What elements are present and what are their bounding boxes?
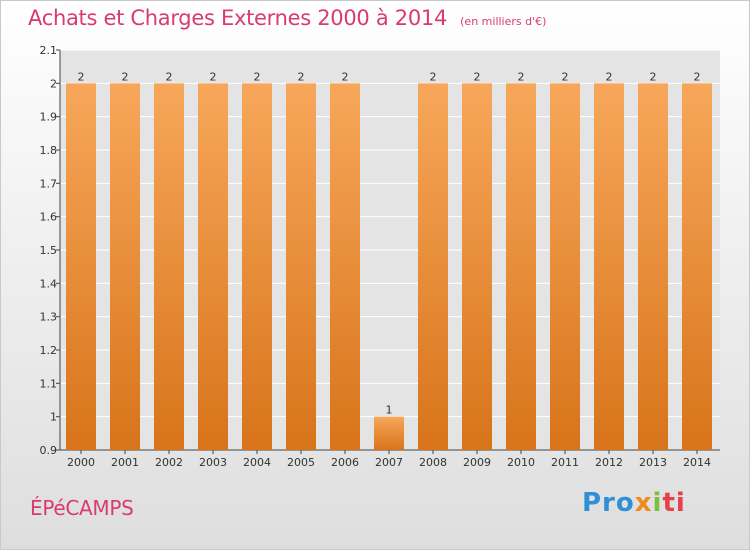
data-label: 2 [562,70,569,83]
bar-2003 [198,83,228,450]
y-tick-label: 1.8 [40,144,58,157]
data-label: 2 [122,70,129,83]
y-tick-label: 1.1 [40,377,58,390]
logo-part-1: Pro [582,488,635,518]
bar-2009 [462,83,492,450]
bar-2012 [594,83,624,450]
y-tick-label: 1.4 [40,277,58,290]
x-tick-label: 2004 [243,456,271,469]
data-label: 2 [518,70,525,83]
data-label: 2 [166,70,173,83]
bar-2006 [330,83,360,450]
x-tick-label: 2007 [375,456,403,469]
proxiti-logo[interactable]: Proxiti [582,488,686,518]
x-tick-label: 2002 [155,456,183,469]
logo-part-4: ti [662,488,686,518]
x-tick-label: 2000 [67,456,95,469]
logo-part-2: x [634,488,653,518]
data-label: 2 [298,70,305,83]
bar-2004 [242,83,272,450]
x-tick-label: 2013 [639,456,667,469]
y-tick-label: 1 [50,411,57,424]
y-tick-label: 1.9 [40,111,58,124]
data-label: 2 [210,70,217,83]
x-tick-label: 2001 [111,456,139,469]
bar-2001 [110,83,140,450]
commune-name: ÉPéCAMPS [30,496,134,520]
chart-subtitle: (en milliers d'€) [460,15,547,28]
data-label: 2 [78,70,85,83]
data-label: 2 [430,70,437,83]
y-tick-label: 1.5 [40,244,58,257]
data-label: 2 [694,70,701,83]
y-tick-label: 1.2 [40,344,58,357]
x-tick-label: 2008 [419,456,447,469]
bar-2014 [682,83,712,450]
y-tick-label: 2.1 [40,44,58,57]
x-tick-label: 2014 [683,456,711,469]
bar-2013 [638,83,668,450]
logo-part-3: i [652,488,663,518]
chart-title-block: Achats et Charges Externes 2000 à 2014 (… [28,6,546,30]
data-label: 2 [474,70,481,83]
data-label: 2 [606,70,613,83]
bar-2010 [506,83,536,450]
bar-2002 [154,83,184,450]
y-tick-label: 1.6 [40,211,58,224]
data-label: 2 [342,70,349,83]
bar-2011 [550,83,580,450]
data-label: 2 [650,70,657,83]
y-tick-label: 2 [50,77,57,90]
bar-2005 [286,83,316,450]
x-tick-label: 2010 [507,456,535,469]
data-label: 2 [254,70,261,83]
y-tick-label: 1.7 [40,177,58,190]
y-tick-label: 0.9 [40,444,58,457]
bar-2007 [374,416,404,450]
x-tick-label: 2011 [551,456,579,469]
bar-2008 [418,83,448,450]
y-tick-label: 1.3 [40,311,58,324]
chart-title: Achats et Charges Externes 2000 à 2014 [28,6,448,30]
x-tick-label: 2009 [463,456,491,469]
x-tick-label: 2003 [199,456,227,469]
x-tick-label: 2005 [287,456,315,469]
bar-2000 [66,83,96,450]
x-tick-label: 2006 [331,456,359,469]
x-tick-label: 2012 [595,456,623,469]
data-label: 1 [386,404,393,417]
